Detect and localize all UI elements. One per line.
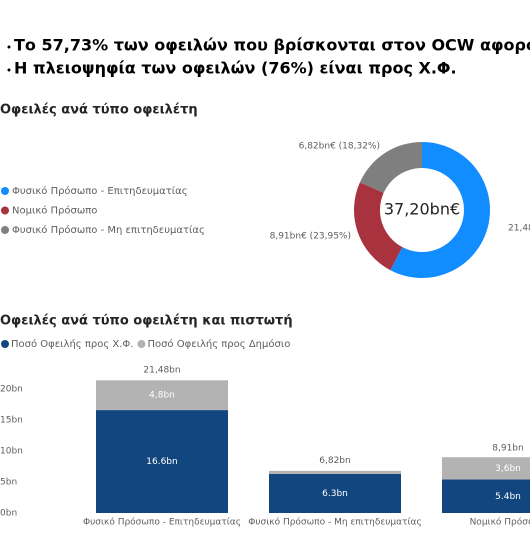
data-label: 16.6bn [146, 457, 177, 467]
bar-segment [269, 470, 401, 474]
data-label: 3,6bn [495, 464, 521, 474]
donut-slice [390, 142, 490, 278]
bullet-dot [7, 45, 11, 49]
legend-label: Ποσό Οφειλής προς Χ.Φ. [11, 338, 133, 350]
legend-label: Φυσικό Πρόσωπο - Επιτηδευματίας [12, 185, 188, 197]
bar-segment [269, 473, 401, 513]
center-label: 37,20bn€ [384, 200, 460, 219]
data-label: 4,8bn [149, 391, 175, 401]
legend-label: Φυσικό Πρόσωπο - Μη επιτηδευματίας [12, 224, 205, 236]
bullet-dot [7, 68, 11, 72]
chart-title: Οφειλές ανά τύπο οφειλέτη [0, 103, 198, 118]
x-tick-label: Φυσικό Πρόσωπο - Επιτηδευματίας [83, 517, 241, 528]
legend-marker [137, 340, 146, 348]
x-tick-label: Φυσικό Πρόσωπο - Μη επιτηδευματίας [248, 517, 422, 528]
bullet-text: Το 57,73% των οφειλών που βρίσκονται στο… [14, 36, 530, 55]
total-label: 6,82bn [319, 456, 350, 466]
bar-segment [96, 410, 228, 513]
total-label: 8,91bn [492, 443, 523, 453]
bar-segment [96, 380, 228, 411]
bullet-text: Η πλειοψηφία των οφειλών (76%) είναι προ… [14, 59, 457, 78]
donut-slice [359, 142, 422, 193]
legend-label: Ποσό Οφειλής προς Δημόσιο [147, 338, 290, 350]
y-tick-label: 10bn [0, 447, 23, 457]
data-label: 21,48bn€ (57,73%) [508, 224, 530, 234]
legend-marker [1, 226, 9, 234]
legend-marker [1, 206, 9, 215]
y-tick-label: 20bn [0, 385, 23, 395]
chart-title: Οφειλές ανά τύπο οφειλέτη και πιστωτή [0, 314, 293, 329]
donut-slice [353, 182, 403, 271]
legend-marker [1, 187, 9, 195]
data-label: 6,82bn€ (18,32%) [299, 142, 380, 152]
total-label: 21,48bn [143, 365, 180, 375]
y-tick-label: 15bn [0, 416, 23, 426]
y-tick-label: 0bn [0, 509, 17, 519]
x-tick-label: Νομικό Πρόσωπο [470, 517, 530, 528]
legend-marker [1, 340, 9, 348]
data-label: 5.4bn [495, 492, 521, 502]
data-label: 8,91bn€ (23,95%) [270, 232, 351, 242]
data-label: 6.3bn [322, 489, 348, 499]
y-tick-label: 5bn [0, 478, 17, 488]
legend-label: Νομικό Πρόσωπο [12, 205, 97, 217]
bar-segment [442, 479, 530, 513]
bar-segment [442, 457, 530, 480]
